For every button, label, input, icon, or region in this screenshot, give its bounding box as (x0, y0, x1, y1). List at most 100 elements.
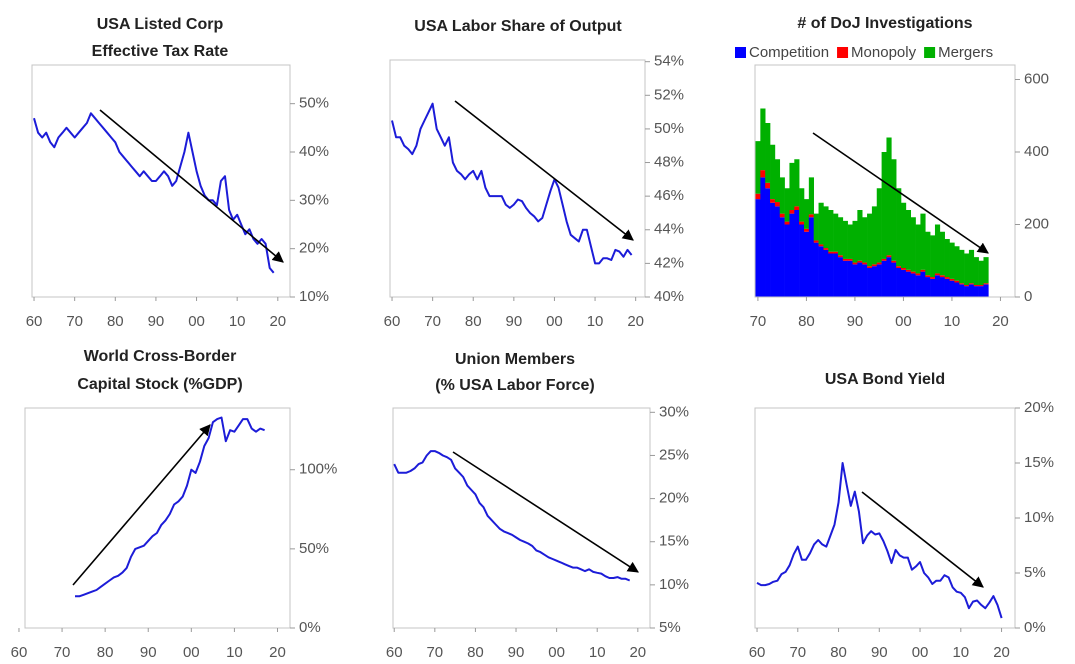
chart: USA Bond Yield 0% 5% 10% 15% 20% 60 70 80 90 00 10 2… (749, 371, 1054, 661)
chart: USA Labor Share of Output 40% 42% 44% 46% 48%… (384, 18, 684, 330)
bar-segment (828, 251, 834, 254)
legend-label: Mergers (938, 44, 993, 61)
bar-segment (833, 251, 839, 254)
bar-segment (925, 277, 931, 297)
x-tick-label: 80 (467, 644, 484, 661)
bar-segment (760, 108, 766, 171)
bar-segment (959, 249, 965, 284)
x-tick-label: 80 (97, 644, 114, 661)
bar-segment (968, 249, 975, 284)
x-tick-label: 90 (847, 313, 864, 330)
y-tick-label: 50% (299, 540, 329, 557)
bar-segment (954, 280, 960, 283)
bar-segment (862, 264, 868, 297)
bar-segment (794, 210, 800, 297)
bar-segment (803, 231, 810, 297)
bar-segment (770, 199, 776, 203)
trend-arrow (454, 100, 634, 241)
x-tick-label: 00 (188, 313, 205, 330)
bar-segment (915, 275, 921, 297)
y-tick-label: 5% (659, 619, 681, 636)
bar-segment (901, 268, 907, 270)
bar-segment (905, 271, 912, 297)
bar-segment (944, 277, 950, 279)
y-tick-label: 50% (299, 95, 329, 112)
bar-segment (964, 253, 970, 286)
bar-segment (755, 193, 761, 200)
x-tick-label: 90 (508, 644, 525, 661)
chart: World Cross-Border Capital Stock (%GDP) 0%… (11, 348, 338, 661)
bar-segment (944, 278, 950, 297)
y-tick-label: 20% (299, 240, 329, 257)
bar-segment (983, 257, 989, 284)
bar-segment (891, 159, 897, 261)
bar-segment (862, 262, 868, 265)
bar-segment (896, 266, 902, 268)
bar-segment (770, 144, 776, 200)
bar-segment (944, 239, 950, 278)
bar-segment (862, 217, 868, 263)
chart-title: Effective Tax Rate (92, 43, 229, 60)
x-tick-label: 10 (229, 313, 246, 330)
bar-segment (973, 286, 979, 297)
x-tick-label: 10 (587, 313, 604, 330)
bar-segment (876, 264, 882, 297)
bar-segment (837, 255, 844, 258)
x-tick-label: 20 (269, 313, 286, 330)
bar-segment (847, 224, 853, 259)
bar-segment (905, 269, 912, 272)
bar-segment (954, 282, 960, 297)
x-tick-label: 00 (912, 644, 929, 661)
bar-segment (818, 246, 824, 297)
x-tick-label: 80 (798, 313, 815, 330)
bar-segment (891, 260, 897, 263)
bar-segment (799, 221, 805, 225)
bar-segment (755, 199, 761, 297)
bar-segment (808, 214, 814, 218)
x-tick-label: 90 (506, 313, 523, 330)
bar-segment (876, 262, 882, 265)
x-tick-label: 00 (548, 644, 565, 661)
bar-segment (867, 266, 873, 268)
chart-title: USA Labor Share of Output (414, 18, 622, 35)
bar-segment (779, 217, 785, 297)
legend-swatch (837, 47, 849, 58)
bar-segment (842, 260, 848, 297)
bar-segment (934, 224, 941, 274)
x-tick-label: 70 (789, 644, 806, 661)
y-tick-label: 25% (659, 446, 689, 463)
x-tick-label: 90 (871, 644, 888, 661)
bar-segment (915, 273, 921, 276)
bar-segment (799, 224, 805, 297)
bar-segment (867, 213, 873, 267)
bar-segment (939, 275, 945, 278)
x-tick-label: 10 (226, 644, 243, 661)
x-tick-label: 00 (183, 644, 200, 661)
bar-segment (808, 177, 814, 215)
y-tick-label: 100% (299, 461, 337, 478)
y-tick-label: 30% (659, 403, 689, 420)
y-tick-label: 0 (1024, 288, 1032, 305)
bar-segment (886, 137, 892, 256)
bar-segment (784, 188, 790, 222)
bar-segment (794, 206, 800, 210)
bar-segment (901, 269, 907, 297)
bar-segment (794, 159, 800, 207)
bar-segment (959, 283, 965, 285)
bar-segment (871, 266, 878, 297)
bar-segment (760, 177, 766, 297)
bar-segment (847, 258, 853, 261)
x-tick-label: 70 (54, 644, 71, 661)
bar-segment (789, 162, 795, 210)
legend-label: Monopoly (851, 44, 917, 61)
x-tick-label: 60 (386, 644, 403, 661)
chart: # of DoJ Investigations Competition Monopo… (735, 15, 1049, 330)
bar-segment (978, 286, 984, 297)
x-tick-label: 80 (465, 313, 482, 330)
bar-segment (867, 268, 873, 297)
chart-title: USA Listed Corp (97, 16, 224, 33)
x-tick-label: 20 (992, 313, 1009, 330)
bar-segment (876, 188, 882, 263)
y-tick-label: 46% (654, 187, 684, 204)
bar-segment (833, 213, 839, 252)
